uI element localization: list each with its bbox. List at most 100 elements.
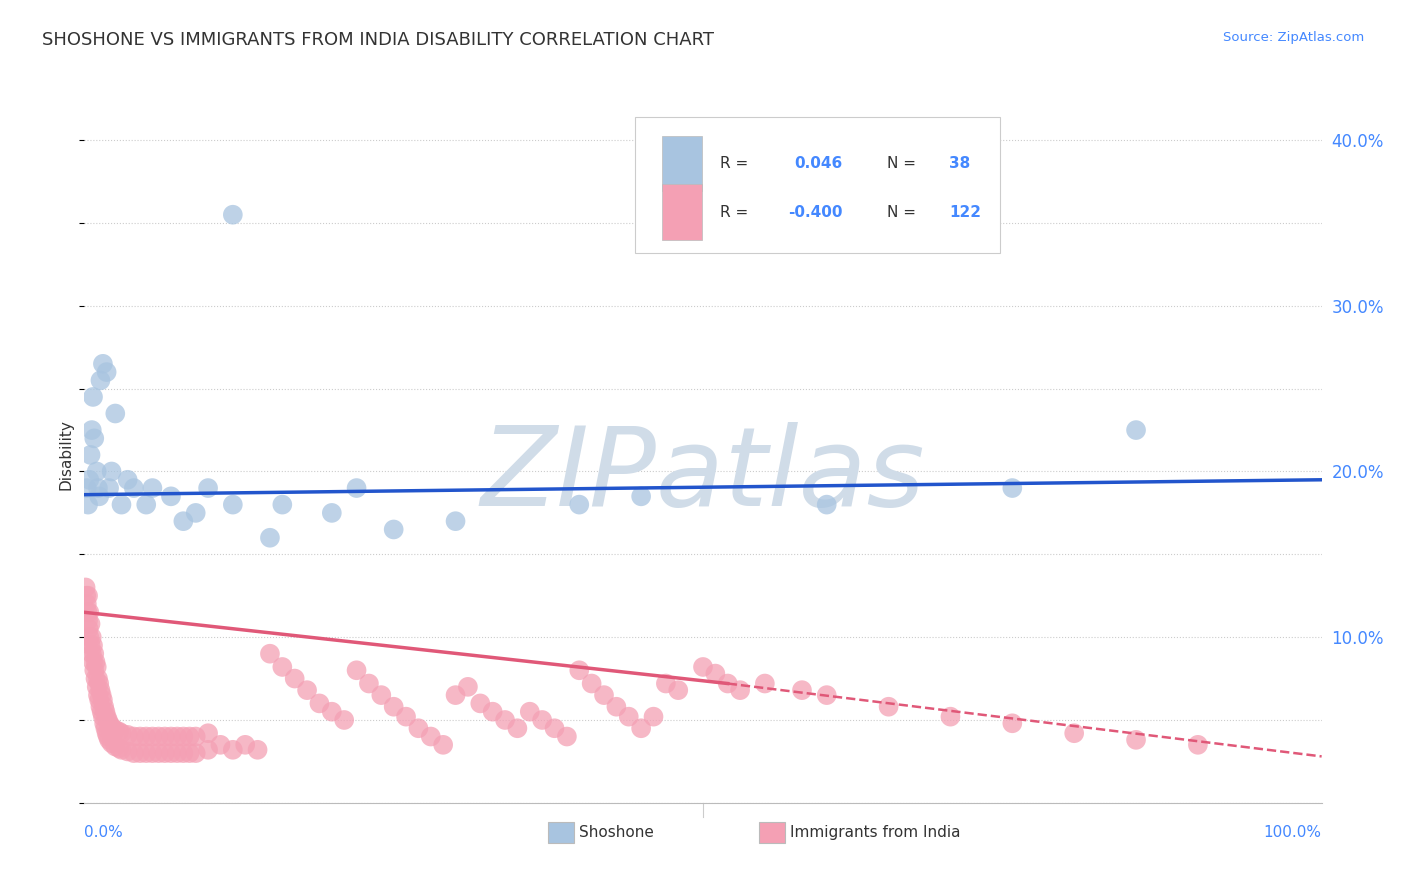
Point [76,605,98,619]
Point [197,726,219,740]
Point [83,647,105,661]
Point [382,523,405,537]
Point [94,721,117,735]
Point [481,705,503,719]
Point [184,730,207,744]
Point [271,498,294,512]
Point [87,688,110,702]
Text: N =: N = [887,204,917,219]
Point [630,721,652,735]
Point [98,716,121,731]
Point [259,531,281,545]
Point [89,676,111,690]
Point [141,746,163,760]
Point [166,746,188,760]
Point [222,498,245,512]
Point [89,683,111,698]
Point [172,746,194,760]
Point [135,498,157,512]
Point [80,630,103,644]
Point [104,739,127,754]
Point [531,713,554,727]
Point [141,481,163,495]
Point [1063,726,1085,740]
Point [172,730,194,744]
Point [506,721,529,735]
Point [655,676,678,690]
FancyBboxPatch shape [662,136,702,191]
Text: SHOSHONE VS IMMIGRANTS FROM INDIA DISABILITY CORRELATION CHART: SHOSHONE VS IMMIGRANTS FROM INDIA DISABI… [42,31,714,49]
Text: Shoshone: Shoshone [579,825,654,840]
Y-axis label: Disability: Disability [59,419,75,491]
Point [581,676,603,690]
FancyBboxPatch shape [662,185,702,240]
Point [82,390,104,404]
Point [370,688,392,702]
Point [135,730,157,744]
Point [630,489,652,503]
Point [86,680,108,694]
Point [97,730,120,744]
Point [104,407,127,421]
Point [89,699,111,714]
Point [122,746,145,760]
Text: 100.0%: 100.0% [1264,825,1322,840]
Point [246,743,269,757]
Point [790,683,813,698]
Point [209,738,232,752]
Point [321,705,343,719]
Point [284,672,307,686]
Point [86,465,108,479]
Point [77,622,100,636]
Point [543,721,565,735]
Point [122,481,145,495]
Point [470,697,492,711]
Point [84,655,107,669]
Point [79,630,101,644]
Point [568,663,591,677]
Point [93,716,115,731]
Point [96,365,118,379]
Point [179,746,201,760]
Point [110,743,132,757]
Point [89,489,111,503]
Point [89,693,111,707]
Point [129,746,152,760]
Point [148,730,170,744]
Point [519,705,541,719]
Point [166,730,188,744]
Point [271,660,294,674]
Point [432,738,454,752]
Point [153,730,176,744]
Point [555,730,578,744]
Point [79,616,101,631]
Point [222,743,245,757]
Point [108,724,131,739]
Text: 38: 38 [949,156,970,171]
Point [80,423,103,437]
Point [100,465,122,479]
Point [110,498,132,512]
Text: Source: ZipAtlas.com: Source: ZipAtlas.com [1223,31,1364,45]
Point [295,683,318,698]
Point [122,730,145,744]
Point [333,713,356,727]
Point [80,647,103,661]
Point [96,726,118,740]
Point [382,699,405,714]
Point [444,688,467,702]
Point [91,693,114,707]
Point [129,730,152,744]
Point [717,676,740,690]
Point [877,699,900,714]
Point [77,589,100,603]
Text: R =: R = [720,156,748,171]
Point [692,660,714,674]
Point [117,744,139,758]
Point [141,730,163,744]
Point [593,688,616,702]
Point [86,660,108,674]
Point [90,705,112,719]
Point [79,448,101,462]
Point [494,713,516,727]
